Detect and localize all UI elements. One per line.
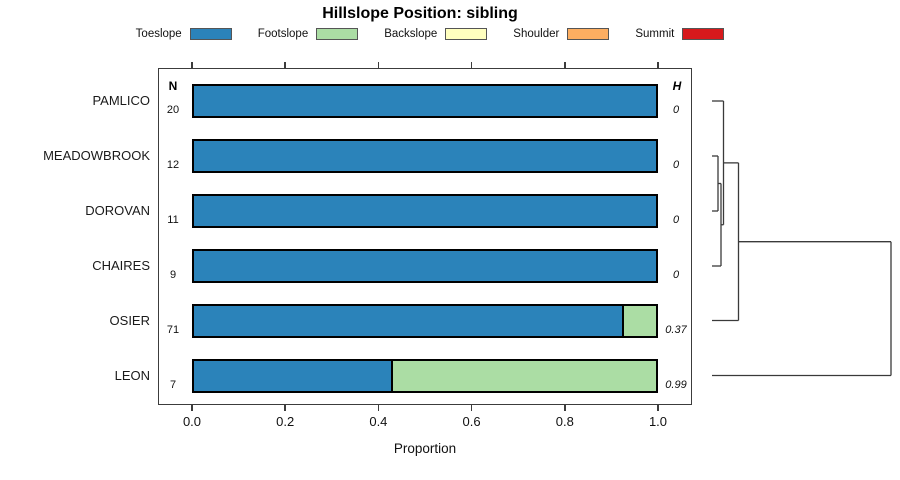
legend-label: Toeslope (135, 28, 182, 40)
x-axis-tick (191, 62, 193, 68)
legend-item-summit: Summit (635, 28, 725, 40)
bar-row-leon (192, 358, 658, 393)
legend-item-shoulder: Shoulder (513, 28, 610, 40)
plot-area (158, 68, 692, 405)
legend-swatch (316, 28, 359, 40)
bar-row-meadowbrook (192, 139, 658, 173)
legend-label: Backslope (384, 28, 438, 40)
h-value: 0 (672, 104, 680, 116)
n-value: 9 (169, 269, 177, 281)
x-axis-title: Proportion (393, 441, 457, 456)
dendrogram (712, 100, 892, 377)
row-label-chaires: CHAIRES (92, 258, 150, 273)
legend-swatch (189, 28, 232, 40)
h-value: 0 (672, 159, 680, 171)
row-label-pamlico: PAMLICO (92, 93, 150, 108)
legend-label: Footslope (257, 28, 309, 40)
x-tick-label: 0.8 (555, 414, 574, 429)
bar-segment-footslope (623, 305, 656, 336)
h-value: 0.99 (665, 378, 687, 391)
bar-segment-toeslope (194, 251, 656, 281)
bar-row-dorovan (192, 194, 658, 228)
n-value: 71 (166, 323, 180, 336)
x-tick-label: 1.0 (648, 414, 668, 429)
x-tick-label: 0.4 (369, 414, 388, 429)
x-axis-tick (470, 62, 473, 68)
bar-row-osier (192, 303, 658, 338)
legend-swatch (567, 28, 610, 40)
row-label-meadowbrook: MEADOWBROOK (43, 148, 150, 163)
bar-segment-footslope (392, 360, 656, 391)
x-axis-tick (564, 62, 566, 68)
n-value: 20 (166, 104, 180, 116)
x-axis-tick (470, 405, 473, 411)
legend-label: Shoulder (513, 28, 560, 40)
x-axis-tick (191, 405, 193, 411)
n-value: 11 (167, 214, 179, 226)
bar-row-pamlico (192, 84, 658, 118)
n-value: 7 (169, 378, 177, 391)
x-axis-tick (377, 62, 380, 68)
legend-item-footslope: Footslope (258, 28, 359, 40)
bar-segment-toeslope (194, 86, 656, 116)
x-axis-tick (657, 405, 659, 411)
chart-title: Hillslope Position: sibling (322, 5, 518, 22)
legend-item-backslope: Backslope (384, 28, 488, 40)
row-label-leon: LEON (114, 367, 150, 383)
bar-segment-toeslope (194, 141, 656, 171)
row-label-osier: OSIER (109, 312, 150, 328)
x-tick-label: 0.2 (276, 414, 295, 429)
h-value: 0.37 (665, 323, 687, 336)
h-column-header: H (672, 79, 682, 93)
n-value: 12 (166, 159, 180, 171)
legend: Toeslope Footslope Backslope Shoulder Summit (0, 25, 860, 43)
x-axis-tick (377, 405, 380, 411)
bar-row-chaires (192, 249, 658, 283)
x-axis-tick (284, 405, 286, 411)
legend-swatch (682, 28, 725, 40)
x-axis-tick (284, 62, 286, 68)
x-axis-tick (564, 405, 566, 411)
h-value: 0 (672, 269, 680, 281)
legend-item-toeslope: Toeslope (136, 28, 232, 40)
bar-segment-toeslope (194, 305, 624, 336)
h-value: 0 (672, 214, 680, 226)
legend-swatch (445, 28, 488, 40)
x-axis-tick (657, 62, 659, 68)
n-column-header: N (168, 79, 178, 93)
row-label-dorovan: DOROVAN (85, 203, 150, 218)
legend-label: Summit (635, 28, 675, 40)
x-tick-label: 0.6 (462, 414, 481, 429)
x-tick-label: 0.0 (182, 414, 202, 429)
bar-segment-toeslope (194, 196, 656, 226)
bar-segment-toeslope (194, 360, 393, 391)
